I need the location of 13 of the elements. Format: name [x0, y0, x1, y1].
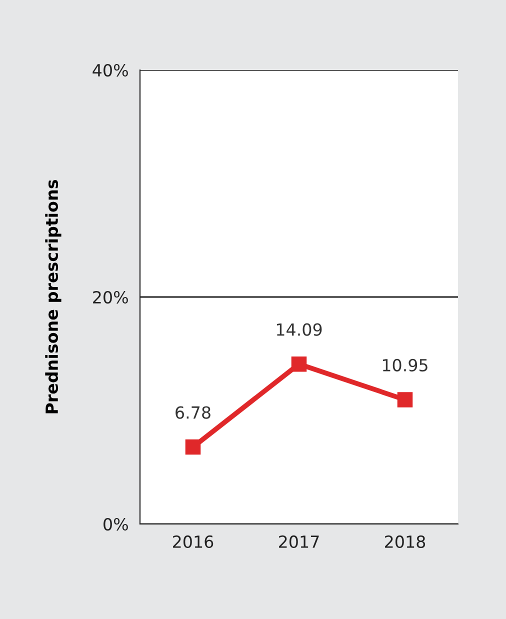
point [185, 439, 201, 455]
x-tick-label: 2017 [279, 535, 319, 548]
point [291, 356, 307, 372]
y-axis-title: Prednisone prescriptions [45, 180, 62, 414]
point [397, 392, 413, 408]
x-tick-label: 2016 [173, 535, 214, 548]
x-tick-label: 2018 [385, 535, 426, 548]
data-label: 14.09 [276, 323, 322, 336]
data-label: 6.78 [176, 406, 210, 419]
data-label: 10.95 [382, 358, 428, 372]
y-tick-label: 20% [93, 290, 128, 304]
y-tick-label: 0% [104, 518, 128, 531]
y-tick-label: 40% [92, 64, 128, 77]
